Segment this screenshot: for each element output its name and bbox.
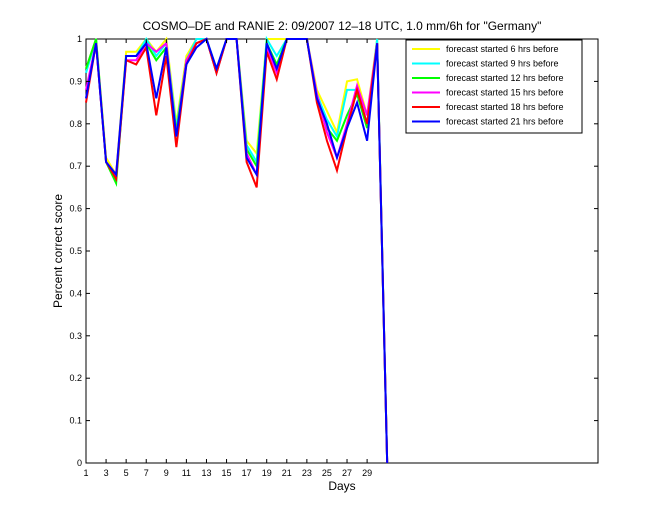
y-tick-label: 1: [77, 34, 82, 44]
x-tick-label: 1: [83, 468, 88, 478]
y-tick-label: 0.2: [69, 373, 82, 383]
y-tick-label: 0.7: [69, 161, 82, 171]
legend-entry-2: forecast started 9 hrs before: [446, 59, 559, 69]
x-tick-label: 29: [362, 468, 372, 478]
x-tick-label: 17: [242, 468, 252, 478]
legend-box: [405, 39, 583, 134]
x-tick-label: 11: [182, 468, 191, 478]
legend: forecast started 6 hrs before forecast st…: [405, 39, 583, 134]
series-line-6: [85, 37, 389, 464]
legend-entry-3: forecast started 12 hrs before: [446, 73, 564, 83]
x-tick-label: 7: [144, 468, 149, 478]
x-tick-label: 23: [302, 468, 312, 478]
y-tick-label: 0.9: [69, 76, 82, 86]
x-tick-label: 9: [164, 468, 169, 478]
y-tick-label: 0.3: [69, 331, 82, 341]
legend-entry-6: forecast started 21 hrs before: [446, 117, 564, 127]
legend-entry-4: forecast started 15 hrs before: [446, 88, 564, 98]
x-axis-label: Days: [328, 479, 355, 493]
x-tick-label: 25: [322, 468, 332, 478]
x-tick-label: 15: [222, 468, 232, 478]
y-tick-label: 0.6: [69, 204, 82, 214]
y-axis-label: Percent correct score: [51, 194, 65, 308]
legend-entry-5: forecast started 18 hrs before: [446, 102, 564, 112]
x-tick-label: 19: [262, 468, 272, 478]
x-tick-label: 27: [342, 468, 352, 478]
y-tick-label: 0.1: [69, 416, 82, 426]
x-tick-label: 3: [104, 468, 109, 478]
chart-title: COSMO–DE and RANIE 2: 09/2007 12–18 UTC,…: [143, 19, 542, 33]
axis-ticks: 1 3 5 7 9 11 13 15 17 19 21 23 25 27 2900.10.20.30.40.…: [69, 34, 598, 478]
x-tick-label: 13: [201, 468, 211, 478]
y-tick-label: 0: [77, 458, 82, 468]
y-tick-label: 0.8: [69, 119, 82, 129]
legend-entry-1: forecast started 6 hrs before: [446, 44, 559, 54]
y-tick-label: 0.4: [69, 288, 82, 298]
y-tick-label: 0.5: [69, 246, 82, 256]
x-tick-label: 5: [124, 468, 129, 478]
x-tick-label: 21: [282, 468, 292, 478]
